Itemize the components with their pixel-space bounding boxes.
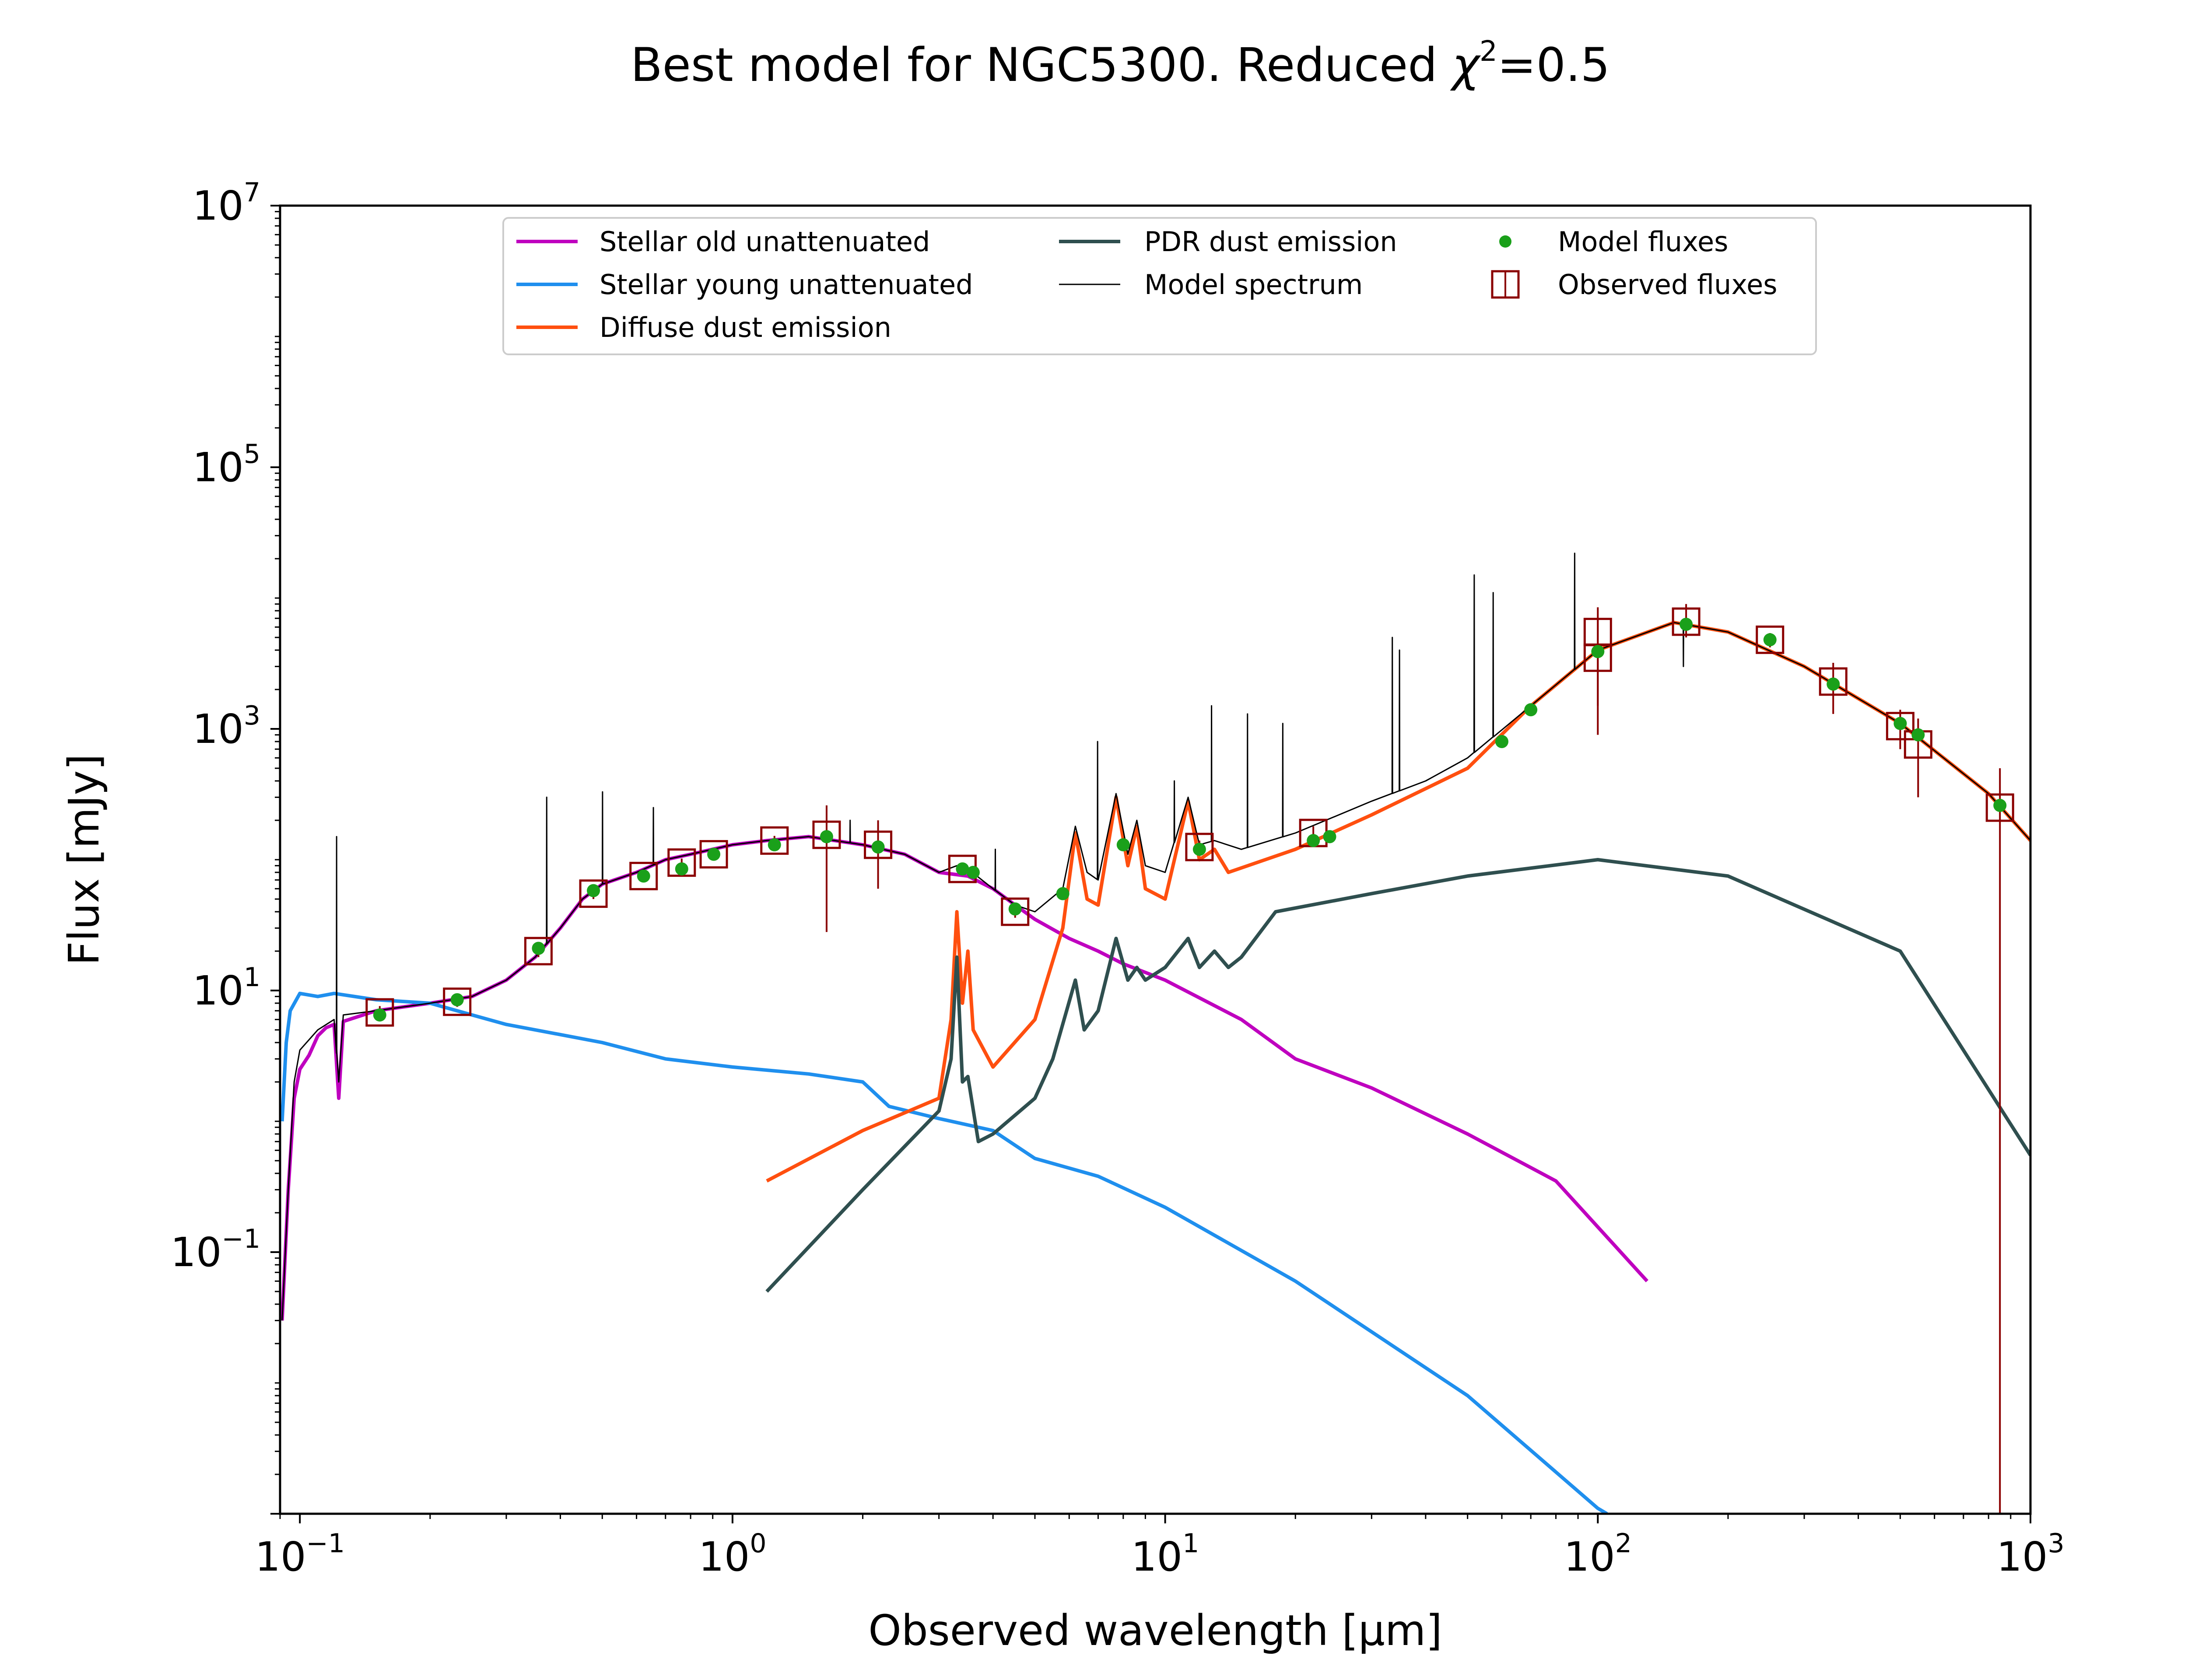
model-flux-point <box>1323 830 1336 844</box>
observed-flux-point <box>1185 833 1214 861</box>
legend: Stellar old unattenuated Stellar young u… <box>502 217 1817 355</box>
y-tick-label: 101 <box>193 962 260 1014</box>
model-flux-point <box>1192 843 1206 856</box>
y-tick-label: 107 <box>193 177 260 229</box>
model-flux-point <box>1591 645 1605 658</box>
x-tick-label: 102 <box>1564 1528 1632 1580</box>
model-flux-point <box>1680 617 1693 631</box>
legend-label-pdr-dust: PDR dust emission <box>1144 226 1397 258</box>
observed-flux-point <box>760 826 789 855</box>
model-flux-point <box>450 993 464 1007</box>
model-flux-point <box>1495 735 1508 748</box>
legend-label-model-fluxes: Model fluxes <box>1558 226 1728 258</box>
y-tick-label: 103 <box>193 700 260 752</box>
observed-flux-point <box>864 830 893 859</box>
x-tick-label: 10−1 <box>255 1528 345 1580</box>
observed-flux-point <box>667 848 696 877</box>
observed-flux-point <box>1886 712 1914 741</box>
model-flux-point <box>1911 728 1925 742</box>
model-flux-point <box>1307 834 1320 847</box>
model-flux-point <box>966 865 980 879</box>
observed-flux-point <box>579 879 608 908</box>
model-flux-point <box>1993 798 2007 812</box>
series-line-stellar-young <box>280 991 1608 1514</box>
observed-flux-point <box>812 820 841 849</box>
axis-tick-labels: 10−1 100 101 102 103 10−1 101 103 105 107 <box>170 177 2064 1580</box>
model-flux-point <box>1763 633 1777 647</box>
x-axis-label: Observed wavelength [μm] <box>868 1606 1442 1655</box>
model-flux-point <box>707 847 721 861</box>
model-flux-point <box>532 942 545 955</box>
observed-flux-point <box>365 998 394 1027</box>
model-flux-point <box>820 830 833 844</box>
plot-series-layer <box>280 553 2030 1514</box>
x-tick-label: 100 <box>698 1528 766 1580</box>
model-flux-point <box>956 862 969 876</box>
observed-flux-point <box>1756 625 1785 654</box>
observed-flux-point <box>443 987 472 1016</box>
model-flux-point <box>1056 887 1069 900</box>
marker-layer <box>365 607 2014 1027</box>
model-flux-point <box>675 862 688 876</box>
model-flux-point <box>1524 703 1538 717</box>
model-flux-point <box>768 838 781 851</box>
model-flux-point <box>1008 902 1022 916</box>
y-tick-label: 105 <box>193 439 260 491</box>
model-flux-point <box>373 1008 386 1022</box>
chart-title: Best model for NGC5300. Reduced χ2=0.5 <box>631 35 1610 92</box>
observed-flux-point <box>699 840 728 869</box>
series-line-pdr-dust <box>765 858 2030 1293</box>
legend-frame <box>502 217 1817 355</box>
model-flux-point <box>637 869 650 883</box>
axis-ticks <box>270 205 2031 1523</box>
observed-flux-point <box>1985 793 2014 822</box>
legend-label-model-spectrum: Model spectrum <box>1144 269 1363 301</box>
y-axis-label: Flux [mJy] <box>60 754 109 966</box>
observed-flux-point <box>524 937 553 966</box>
observed-flux-point <box>1819 667 1848 696</box>
x-tick-label: 103 <box>1996 1528 2064 1580</box>
observed-flux-point <box>1001 897 1030 926</box>
legend-label-stellar-young: Stellar young unattenuated <box>600 269 973 301</box>
model-flux-point <box>1893 717 1907 730</box>
observed-flux-point <box>629 861 658 890</box>
legend-label-observed-fluxes: Observed fluxes <box>1558 269 1778 301</box>
model-flux-point <box>871 840 885 854</box>
model-flux-point <box>1116 838 1130 851</box>
legend-label-stellar-old: Stellar old unattenuated <box>600 226 930 258</box>
series-line-model-spectrum <box>281 553 2030 1321</box>
x-tick-label: 101 <box>1131 1528 1199 1580</box>
y-tick-label: 10−1 <box>170 1224 260 1276</box>
legend-marker-model-fluxes <box>1499 235 1511 248</box>
model-flux-point <box>1827 677 1840 691</box>
legend-label-diffuse-dust: Diffuse dust emission <box>600 312 891 343</box>
model-flux-point <box>587 884 600 897</box>
observed-flux-point <box>1672 607 1701 636</box>
